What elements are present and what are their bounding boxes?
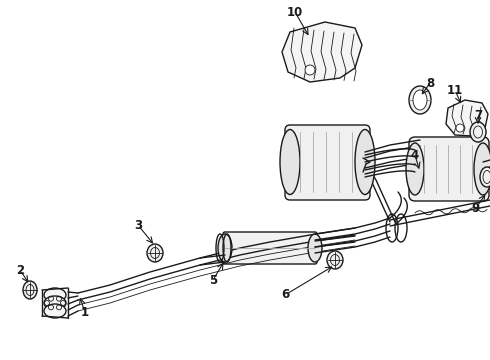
Text: 4: 4	[411, 149, 419, 162]
Ellipse shape	[406, 143, 424, 195]
FancyBboxPatch shape	[285, 125, 370, 200]
Text: 3: 3	[134, 219, 142, 231]
Ellipse shape	[147, 244, 163, 262]
Ellipse shape	[44, 304, 66, 318]
FancyBboxPatch shape	[409, 137, 489, 201]
Text: 10: 10	[287, 5, 303, 18]
Ellipse shape	[355, 130, 375, 194]
Text: 8: 8	[426, 77, 434, 90]
Ellipse shape	[280, 130, 300, 194]
Text: 11: 11	[447, 84, 463, 96]
Ellipse shape	[44, 296, 66, 310]
Text: 1: 1	[81, 306, 89, 319]
Ellipse shape	[456, 124, 464, 132]
Ellipse shape	[44, 288, 66, 302]
Ellipse shape	[474, 143, 490, 195]
Ellipse shape	[413, 90, 427, 110]
Text: 9: 9	[472, 202, 480, 215]
Ellipse shape	[308, 234, 322, 262]
Ellipse shape	[305, 65, 315, 75]
Text: 5: 5	[209, 274, 217, 287]
Ellipse shape	[470, 122, 486, 142]
Text: 7: 7	[474, 108, 482, 122]
Text: 2: 2	[16, 264, 24, 276]
Polygon shape	[282, 22, 362, 82]
Ellipse shape	[480, 167, 490, 187]
Ellipse shape	[409, 86, 431, 114]
Ellipse shape	[23, 281, 37, 299]
Ellipse shape	[327, 251, 343, 269]
Text: 6: 6	[281, 288, 289, 302]
Polygon shape	[446, 100, 488, 136]
FancyBboxPatch shape	[223, 232, 317, 264]
Ellipse shape	[218, 234, 232, 262]
